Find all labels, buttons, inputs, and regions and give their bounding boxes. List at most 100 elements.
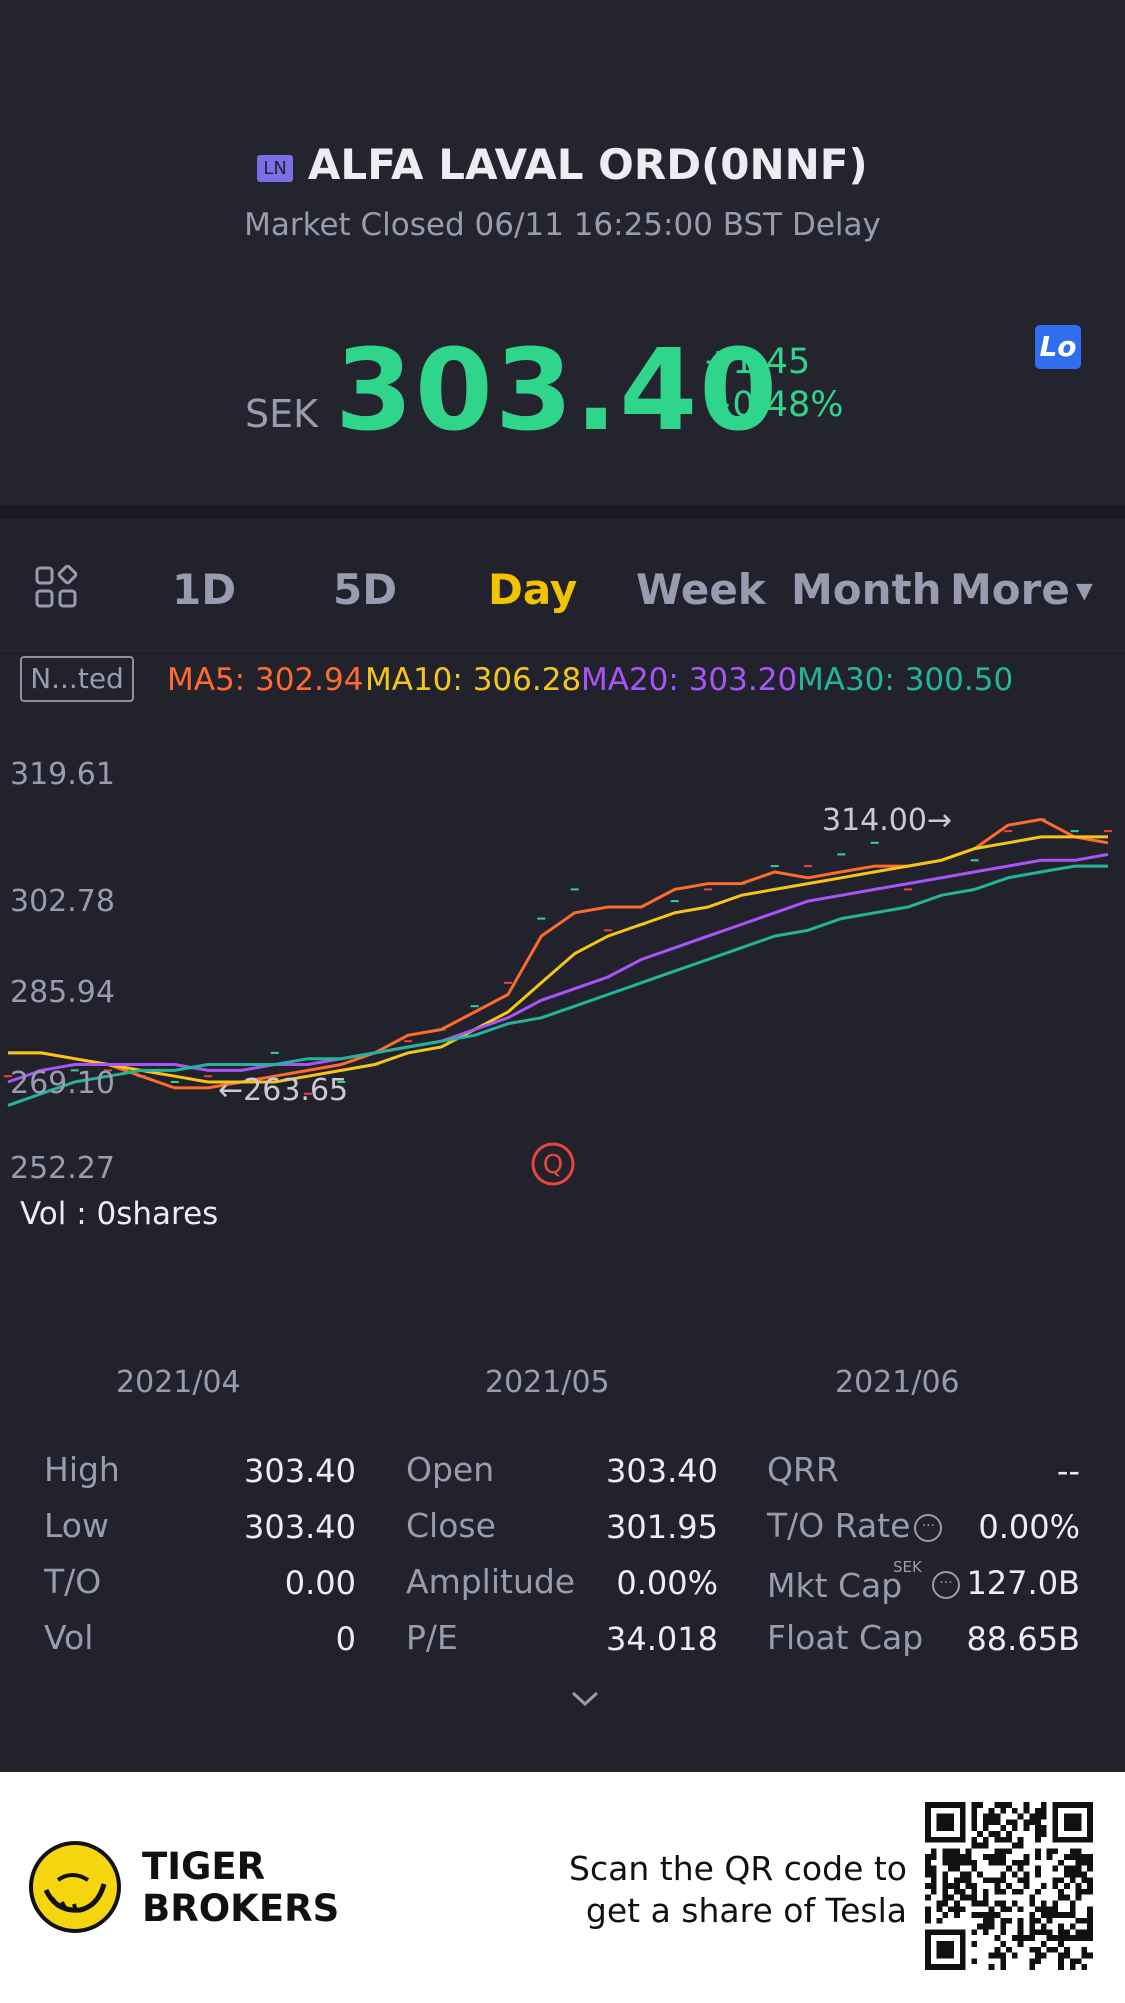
arrow-left-icon: ← <box>218 1073 244 1108</box>
stat-value-low: 303.40 <box>244 1508 356 1546</box>
candle-mark <box>304 1092 312 1095</box>
candle-mark <box>104 1069 112 1072</box>
scan-line-2: get a share of Tesla <box>585 1891 907 1930</box>
candle-mark <box>1070 830 1079 833</box>
arrow-right-icon: → <box>926 803 953 838</box>
stat-value-float-cap: 88.65B <box>966 1620 1080 1658</box>
y-tick-3: 285.94 <box>10 975 115 1010</box>
brand-line-1: TIGER <box>142 1845 266 1888</box>
price-change: +1.45 <box>703 342 811 382</box>
tiger-logo-icon <box>29 1841 121 1933</box>
min-price-value: 263.65 <box>243 1073 349 1108</box>
min-price-marker: ←263.65 <box>218 1073 348 1108</box>
stat-label-low: Low <box>44 1506 109 1545</box>
ma20-label: MA20: 303.20 <box>581 662 798 698</box>
candle-mark <box>670 900 679 903</box>
price-change-percent: +0.48% <box>703 385 844 425</box>
series-line-ma10 <box>8 835 1108 1084</box>
price-chart[interactable] <box>0 730 1125 1290</box>
caret-down-icon: ▼ <box>1075 579 1093 604</box>
candle-mark <box>870 841 879 844</box>
volume-label: Vol : 0shares <box>20 1196 219 1232</box>
candle-mark <box>4 1075 12 1078</box>
adjustment-button[interactable]: N...ted <box>20 656 134 702</box>
y-tick-4: 269.10 <box>10 1066 115 1101</box>
grid-icon[interactable] <box>34 565 80 611</box>
stat-value-pe: 34.018 <box>606 1620 718 1658</box>
stat-label-amplitude: Amplitude <box>406 1562 576 1601</box>
title-row: LN ALFA LAVAL ORD(0NNF) <box>0 140 1125 189</box>
max-price-marker: 314.00→ <box>822 803 952 838</box>
stat-label-close: Close <box>406 1506 496 1545</box>
tab-week[interactable]: Week <box>636 565 766 614</box>
y-tick-2: 302.78 <box>10 884 115 919</box>
tab-1d[interactable]: 1D <box>172 565 237 614</box>
candle-mark <box>570 888 579 891</box>
stat-value-amplitude: 0.00% <box>616 1564 718 1602</box>
promo-footer: TIGER BROKERS Scan the QR code to get a … <box>0 1772 1125 2003</box>
currency-label: SEK <box>245 392 319 436</box>
tab-month[interactable]: Month <box>791 565 942 614</box>
chevron-down-icon[interactable] <box>568 1688 602 1710</box>
last-price: 303.40 <box>335 326 780 456</box>
stat-value-mkt-cap: 127.0B <box>966 1564 1080 1602</box>
stat-value-high: 303.40 <box>244 1452 356 1490</box>
series-line-ma30 <box>7 864 1108 1107</box>
candle-mark <box>204 1075 212 1078</box>
stat-value-turnover: 0.00 <box>284 1564 356 1602</box>
q-event-icon[interactable]: Q <box>530 1141 576 1187</box>
stat-label-high: High <box>44 1450 120 1489</box>
info-icon[interactable]: ··· <box>914 1513 943 1542</box>
stat-label-open: Open <box>406 1450 495 1489</box>
lo-badge-button[interactable]: Lo <box>1035 325 1081 369</box>
brand-name: TIGER BROKERS <box>142 1846 339 1930</box>
y-tick-1: 319.61 <box>10 757 115 792</box>
stat-label-vol: Vol <box>44 1618 94 1657</box>
stat-label-mkt-cap: Mkt Cap <box>767 1566 903 1605</box>
tab-day[interactable]: Day <box>488 565 578 614</box>
stat-value-close: 301.95 <box>606 1508 718 1546</box>
market-status: Market Closed 06/11 16:25:00 BST Delay <box>244 207 881 243</box>
ma30-label: MA30: 300.50 <box>797 662 1014 698</box>
info-icon[interactable]: ··· <box>932 1571 960 1599</box>
candle-mark <box>837 853 846 856</box>
ma10-label: MA10: 306.28 <box>365 662 582 698</box>
tab-5d[interactable]: 5D <box>333 565 398 614</box>
candle-mark <box>504 981 512 984</box>
to-rate-label: T/O Rate <box>767 1506 911 1545</box>
x-tick-2: 2021/05 <box>485 1365 610 1400</box>
svg-text:Q: Q <box>543 1150 563 1180</box>
x-tick-1: 2021/04 <box>116 1365 241 1400</box>
candle-mark <box>170 1081 179 1083</box>
candle-mark <box>904 888 912 891</box>
ma-lines <box>7 817 1109 1107</box>
candle-mark <box>537 917 546 920</box>
stock-title: ALFA LAVAL ORD(0NNF) <box>307 140 868 189</box>
candle-mark <box>1104 830 1112 833</box>
section-divider <box>0 505 1125 519</box>
candle-mark <box>704 888 712 891</box>
candle-mark <box>770 865 779 868</box>
candle-mark <box>270 1051 279 1054</box>
tabs-divider <box>0 650 1125 651</box>
brand-line-2: BROKERS <box>142 1887 340 1930</box>
max-price-value: 314.00 <box>822 803 927 838</box>
stat-value-open: 303.40 <box>606 1452 718 1490</box>
candle-mark <box>70 1069 79 1072</box>
candle-mark <box>604 929 612 932</box>
ma5-label: MA5: 302.94 <box>167 662 364 698</box>
price-row: SEK 303.40 +1.45 +0.48% <box>0 326 1125 456</box>
stat-value-to-rate: 0.00% <box>978 1508 1080 1546</box>
stat-label-turnover: T/O <box>44 1562 102 1601</box>
stat-label-qrr: QRR <box>767 1450 839 1489</box>
tab-more-label: More <box>950 565 1070 614</box>
scan-line-1: Scan the QR code to <box>569 1849 907 1888</box>
candle-mark <box>1004 830 1012 833</box>
candle-mark <box>970 859 979 862</box>
stat-label-to-rate: T/O Rate ··· <box>767 1506 943 1545</box>
tab-more[interactable]: More ▼ <box>950 565 1093 614</box>
exchange-badge: LN <box>257 155 293 182</box>
stat-value-vol: 0 <box>335 1620 356 1658</box>
ma-indicator-row: N...ted MA5: 302.94 MA10: 306.28 MA20: 3… <box>0 656 1125 704</box>
candle-mark <box>470 1005 479 1008</box>
